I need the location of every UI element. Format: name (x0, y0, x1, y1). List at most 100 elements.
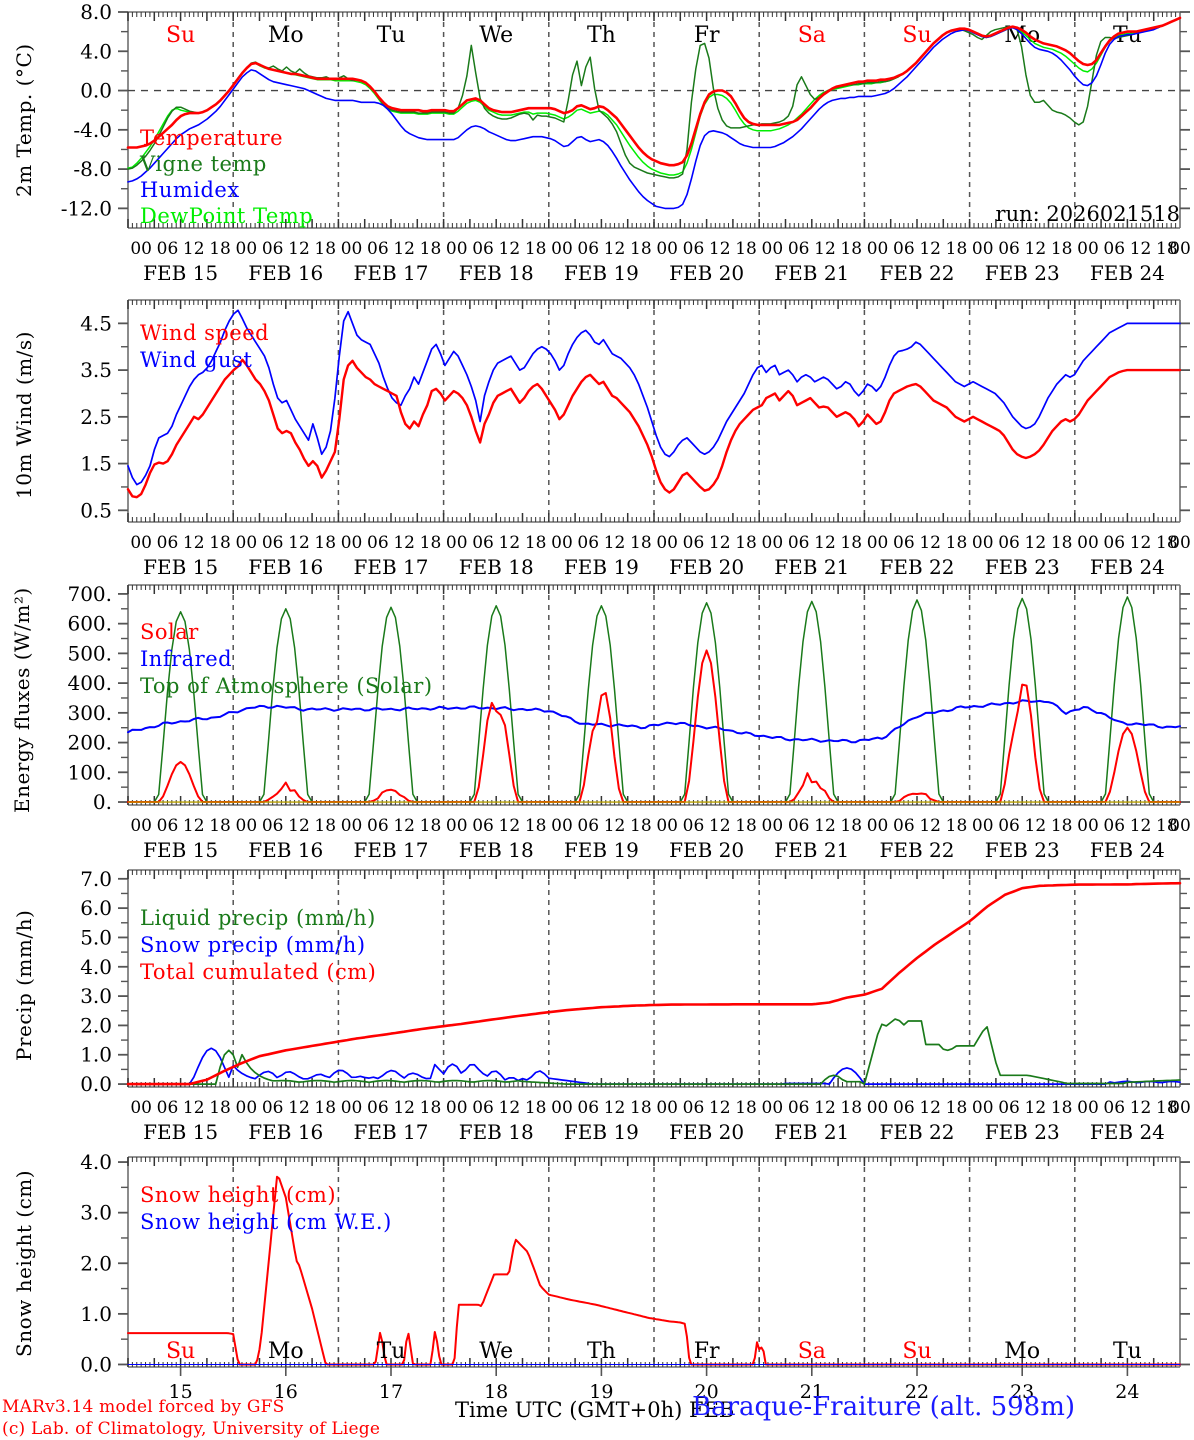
hour-tick-label: 00 (762, 239, 784, 259)
hour-tick-label: 12 (1130, 533, 1152, 553)
day-label: FEB 17 (354, 1120, 429, 1144)
day-number-label: 20 (695, 1381, 719, 1403)
y-tick-label: 3.0 (80, 1201, 112, 1225)
weekday-label: Sa (798, 1339, 826, 1364)
hour-tick-label: 18 (630, 816, 652, 836)
day-label: FEB 24 (1090, 838, 1165, 860)
hour-tick-label: 00 (972, 239, 994, 259)
hour-tick-label: 18 (420, 239, 442, 259)
hour-tick-label: 18 (1051, 533, 1073, 553)
day-label: FEB 22 (880, 838, 955, 860)
hour-tick-label: 00 (341, 816, 363, 836)
day-number-label: 18 (484, 1381, 508, 1403)
series-line (127, 309, 1181, 486)
hour-tick-label: 00 (972, 1098, 994, 1118)
hour-tick-label: 00 (130, 239, 152, 259)
hour-tick-label: 00 (656, 239, 678, 259)
hour-tick-label: 12 (919, 533, 941, 553)
legend-dewpoint-temp: DewPoint Temp (140, 204, 314, 228)
hour-tick-label: 18 (209, 1098, 231, 1118)
hour-tick-label: 00 (656, 1098, 678, 1118)
hour-tick-label: 18 (946, 816, 968, 836)
hour-tick-label: 00 (236, 533, 258, 553)
legend-snow-precip: Snow precip (mm/h) (140, 933, 366, 957)
day-label: FEB 18 (459, 1120, 534, 1144)
hour-tick-label: 18 (840, 816, 862, 836)
day-label: FEB 17 (354, 838, 429, 860)
hour-tick-label: 18 (209, 239, 231, 259)
hour-tick-label: 12 (1130, 1098, 1152, 1118)
hour-tick-label: 18 (946, 239, 968, 259)
hour-tick-label: 12 (288, 816, 310, 836)
legend-humidex: Humidex (140, 178, 240, 202)
legend-snow-height-we: Snow height (cm W.E.) (140, 1210, 392, 1234)
hour-tick-label: 18 (735, 533, 757, 553)
day-number-label: 23 (1010, 1381, 1034, 1403)
hour-tick-label: 00 (972, 816, 994, 836)
hour-tick-label: 00 (762, 533, 784, 553)
y-tick-label: 0. (93, 790, 112, 814)
hour-tick-label: 12 (499, 1098, 521, 1118)
y-tick-label: 0.0 (80, 1072, 112, 1096)
hour-tick-label: 18 (630, 1098, 652, 1118)
weekday-label: Mo (268, 23, 304, 48)
hour-tick-label: 12 (393, 1098, 415, 1118)
hour-tick-label: 00 (1077, 1098, 1099, 1118)
hour-tick-label: 00 (972, 533, 994, 553)
day-label: FEB 20 (669, 261, 744, 285)
hour-tick-label: 06 (1103, 533, 1125, 553)
hour-tick-label: 18 (209, 533, 231, 553)
day-label: FEB 21 (774, 261, 849, 285)
series-line (126, 881, 1182, 1086)
y-tick-label: 1.5 (80, 452, 112, 476)
hour-tick-label: 06 (1103, 816, 1125, 836)
legend-vigne-temp: Vigne temp (140, 152, 267, 176)
day-label: FEB 21 (774, 838, 849, 860)
hour-tick-label: 06 (367, 239, 389, 259)
hour-tick-label: 06 (998, 1098, 1020, 1118)
hour-tick-label: 18 (525, 816, 547, 836)
hour-tick-label: 12 (709, 239, 731, 259)
day-label: FEB 16 (248, 1120, 323, 1144)
legend-infrared: Infrared (140, 647, 233, 671)
y-tick-label: 3.5 (80, 358, 112, 382)
hour-tick-label: 18 (525, 1098, 547, 1118)
hour-tick-label: 18 (1051, 816, 1073, 836)
hour-tick-label: 18 (209, 816, 231, 836)
day-label: FEB 19 (564, 838, 639, 860)
hour-tick-label: 00 (446, 239, 468, 259)
snow-ylabel: Snow height (cm) (12, 1169, 36, 1357)
y-tick-label: 100. (67, 760, 112, 784)
series-line (127, 17, 1181, 179)
hour-tick-label: 12 (499, 239, 521, 259)
hour-tick-label: 00 (867, 1098, 889, 1118)
hour-tick-label: 12 (604, 533, 626, 553)
hour-tick-label: 00 (762, 816, 784, 836)
hour-tick-label: 12 (814, 816, 836, 836)
legend-snow-height: Snow height (cm) (140, 1183, 337, 1207)
hour-tick-label: 06 (683, 239, 705, 259)
hour-tick-label: 12 (814, 533, 836, 553)
hour-tick-label: 00 (1077, 239, 1099, 259)
panel-wind: 10m Wind (m/s) Wind speed Wind gust 4.5 3… (0, 290, 1194, 575)
hour-tick-label: 00 (656, 816, 678, 836)
hour-tick-label: 06 (1103, 239, 1125, 259)
hour-tick-label: 18 (946, 1098, 968, 1118)
y-tick-label: 6.0 (80, 896, 112, 920)
hour-tick-label: 06 (157, 816, 179, 836)
hour-tick-label: 00 (236, 816, 258, 836)
hour-tick-label: 00 (551, 1098, 573, 1118)
hour-tick-label: 06 (577, 239, 599, 259)
hour-tick-label: 00 (446, 1098, 468, 1118)
hour-tick-label: 12 (393, 533, 415, 553)
panel-precip: Precip (mm/h) Liquid precip (mm/h) Snow … (0, 860, 1194, 1145)
hour-tick-label: 12 (393, 816, 415, 836)
hour-tick-label: 00 (1169, 816, 1191, 836)
y-tick-label: -4.0 (73, 118, 112, 142)
day-label: FEB 20 (669, 838, 744, 860)
day-number-label: 17 (379, 1381, 403, 1403)
legend-top-of-atmosphere: Top of Atmosphere (Solar) (140, 674, 433, 698)
run-label: run: 2026021518 (995, 202, 1180, 226)
hour-tick-label: 12 (288, 1098, 310, 1118)
day-number-label: 24 (1115, 1381, 1139, 1403)
